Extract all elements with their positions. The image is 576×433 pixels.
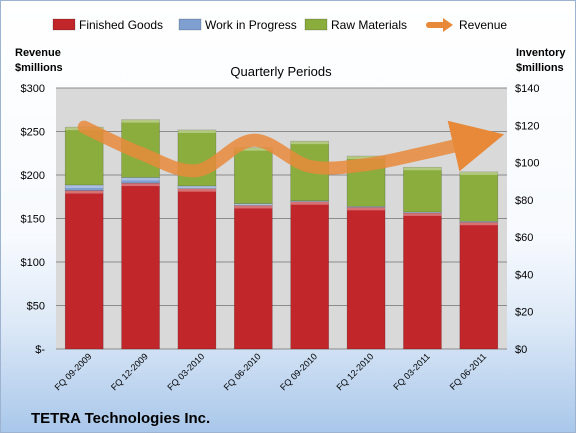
bar-highlight [459,221,498,223]
left-tick-label: $250 [21,127,45,139]
bar-finished-goods [403,212,442,350]
bar-highlight [177,185,216,189]
legend-label-finished-goods: Finished Goods [79,18,163,32]
category-labels: FQ 09-2009 FQ 12-2009 FQ 03-2010 FQ 06-2010… [53,351,489,392]
bar-highlight [177,129,216,133]
category-label: FQ 03-2011 [391,351,432,392]
bar-finished-goods [177,188,217,350]
right-tick-label: $140 [515,83,539,95]
left-tick-label: $150 [21,214,45,226]
category-label: FQ 09-2010 [278,351,319,392]
bar-highlight [121,119,160,123]
legend-swatch-raw-materials [304,18,328,31]
revenue-line-path [77,120,505,178]
bar-highlight [121,183,160,187]
left-tick-label: $300 [21,83,45,95]
right-tick-label: $60 [515,232,533,244]
chart-subtitle: Quarterly Periods [230,64,332,79]
legend-label-revenue: Revenue [459,18,507,32]
category-label: FQ 09-2009 [53,351,94,392]
bar-highlight [234,205,273,209]
tick-labels: $- $50 $100 $150 $200 $250 $300 $0 $20 $40 $60 $80 $… [21,83,540,356]
bar-finished-goods [459,221,499,350]
bar-highlight [234,203,273,206]
category-label: FQ 12-2010 [334,351,375,392]
left-tick-label: $200 [21,170,45,182]
bar-highlight [177,188,216,192]
legend-label-work-in-progress: Work in Progress [205,18,297,32]
bar-highlight [65,184,104,188]
left-tick-label: $- [35,344,45,356]
left-tick-label: $50 [27,301,45,313]
left-axis-title-line1: Revenue [15,47,61,59]
bar-highlight [347,156,386,160]
bar-finished-goods [64,190,104,350]
category-label: FQ 12-2009 [109,351,150,392]
category-label: FQ 06-2010 [222,351,263,392]
legend-swatch-work-in-progress [178,18,202,31]
bar-highlight [290,141,329,145]
bar-highlight [290,201,329,205]
bar-finished-goods [290,201,329,350]
right-tick-label: $100 [515,158,539,170]
bar-finished-goods [121,182,160,350]
right-tick-label: $0 [515,344,527,356]
bar-highlight [290,200,329,202]
bar-highlight [65,190,104,194]
bar-finished-goods [234,205,273,350]
bar-highlight [403,211,442,213]
legend-swatch-finished-goods [52,18,76,31]
bar-raw-materials [459,171,499,222]
bar-work-in-progress [290,200,329,203]
left-axis-title-line2: $millions [15,62,63,74]
bar-highlight [234,147,273,151]
right-tick-label: $80 [515,195,533,207]
bar-highlight [121,177,160,181]
legend: Finished Goods Work in Progress Raw Materi… [52,18,507,32]
bar-highlight [403,167,442,171]
bar-raw-materials [403,166,442,213]
bar-highlight [459,171,498,175]
right-tick-label: $120 [515,120,539,132]
bar-highlight [347,207,386,211]
right-axis-title-line2: $millions [516,62,564,74]
category-label: FQ 06-2011 [448,351,489,392]
company-name: TETRA Technologies Inc. [31,410,210,427]
category-label: FQ 03-2010 [165,351,206,392]
left-tick-label: $100 [21,257,45,269]
right-tick-label: $20 [515,307,533,319]
bar-highlight [403,212,442,216]
bar-finished-goods [346,207,386,350]
right-axis-title-line1: Inventory [516,47,566,59]
bar-raw-materials [234,147,273,204]
right-tick-label: $40 [515,269,533,281]
revenue-line [77,120,505,178]
legend-arrow-revenue [443,18,453,32]
bar-highlight [347,206,386,208]
bar-work-in-progress [459,220,499,223]
legend-label-raw-materials: Raw Materials [331,18,407,32]
bar-highlight [459,222,498,226]
